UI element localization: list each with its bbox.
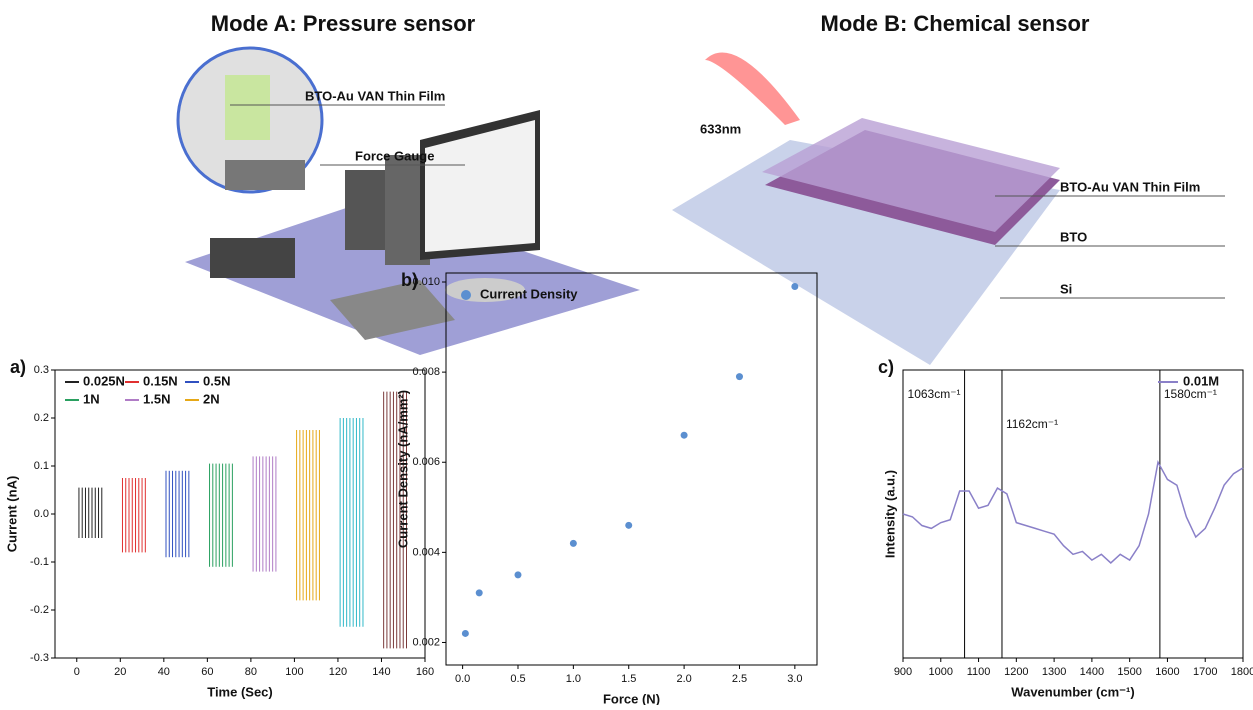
y-axis-title: Intensity (a.u.) [882,470,897,558]
x-tick-label: 1400 [1080,666,1104,678]
illustration-a: Mode A: Pressure sensor BTO-Au VAN Thin … [178,11,640,355]
gauge-label: Force Gauge [355,148,434,163]
panel-label: a) [10,357,26,377]
spectrum [903,462,1243,563]
x-tick-label: 1.0 [566,673,581,685]
mode-b-title: Mode B: Chemical sensor [821,11,1090,36]
point [625,522,632,529]
stage [210,238,295,278]
figure: Mode A: Pressure sensor BTO-Au VAN Thin … [0,0,1253,705]
y-tick-label: 0.0 [34,508,49,520]
legend-label: 2N [203,391,220,406]
legend-label: 0.01M [1183,373,1219,388]
x-tick-label: 1500 [1117,666,1141,678]
x-tick-label: 0.0 [455,673,470,685]
y-tick-label: 0.006 [412,456,440,468]
marker-label: 1580cm⁻¹ [1164,387,1217,401]
point [681,432,688,439]
x-tick-label: 60 [201,666,213,678]
x-tick-label: 900 [894,666,912,678]
illustration-b: Mode B: Chemical sensor 633nm BTO-Au VAN… [672,11,1225,365]
point [570,540,577,547]
x-tick-label: 1100 [967,666,991,678]
y-tick-label: 0.008 [412,366,440,378]
point [736,373,743,380]
point [791,283,798,290]
gauge-block [225,160,305,190]
y-tick-label: 0.3 [34,364,49,376]
x-tick-label: 1700 [1193,666,1217,678]
x-tick-label: 1000 [929,666,953,678]
x-tick-label: 20 [114,666,126,678]
point [514,571,521,578]
x-tick-label: 160 [416,666,434,678]
x-tick-label: 2.5 [732,673,747,685]
x-tick-label: 120 [329,666,347,678]
plot-frame [446,273,817,665]
point [476,589,483,596]
legend-label: Current Density [480,286,578,301]
y-tick-label: 0.2 [34,412,49,424]
bto-label: BTO [1060,229,1087,244]
laser-label: 633nm [700,121,741,136]
x-axis-title: Force (N) [603,691,660,705]
film-label: BTO-Au VAN Thin Film [305,88,445,103]
x-tick-label: 1200 [1004,666,1028,678]
x-tick-label: 1300 [1042,666,1066,678]
x-tick-label: 1600 [1155,666,1179,678]
legend-label: 1N [83,391,100,406]
plot-frame [55,370,425,658]
y-tick-label: 0.1 [34,460,49,472]
x-axis-title: Wavenumber (cm⁻¹) [1011,684,1134,699]
x-tick-label: 3.0 [787,673,802,685]
legend-swatch [461,290,471,300]
x-axis-title: Time (Sec) [207,684,273,699]
y-tick-label: -0.1 [30,556,49,568]
x-tick-label: 80 [245,666,257,678]
x-tick-label: 1800 [1231,666,1253,678]
legend-label: 1.5N [143,391,170,406]
x-tick-label: 1.5 [621,673,636,685]
panel-label: c) [878,357,894,377]
plot-frame [903,370,1243,658]
legend-label: 0.025N [83,373,125,388]
laser-beam [705,53,800,126]
x-tick-label: 100 [285,666,303,678]
x-tick-label: 0 [74,666,80,678]
panel-label: b) [401,270,418,290]
x-tick-label: 0.5 [510,673,525,685]
film-label: BTO-Au VAN Thin Film [1060,179,1200,194]
sample [225,75,270,140]
x-tick-label: 2.0 [676,673,691,685]
y-tick-label: -0.2 [30,604,49,616]
y-tick-label: 0.004 [412,546,440,558]
y-tick-label: 0.002 [412,636,440,648]
y-axis-title: Current Density (nA/mm²) [395,390,410,548]
si-label: Si [1060,281,1072,296]
marker-label: 1063cm⁻¹ [908,387,961,401]
x-tick-label: 40 [158,666,170,678]
x-tick-label: 140 [372,666,390,678]
y-axis-title: Current (nA) [4,476,19,553]
y-tick-label: -0.3 [30,652,49,664]
legend-label: 0.5N [203,373,230,388]
marker-label: 1162cm⁻¹ [1006,417,1058,431]
point [462,630,469,637]
mode-a-title: Mode A: Pressure sensor [211,11,476,36]
legend-label: 0.15N [143,373,178,388]
